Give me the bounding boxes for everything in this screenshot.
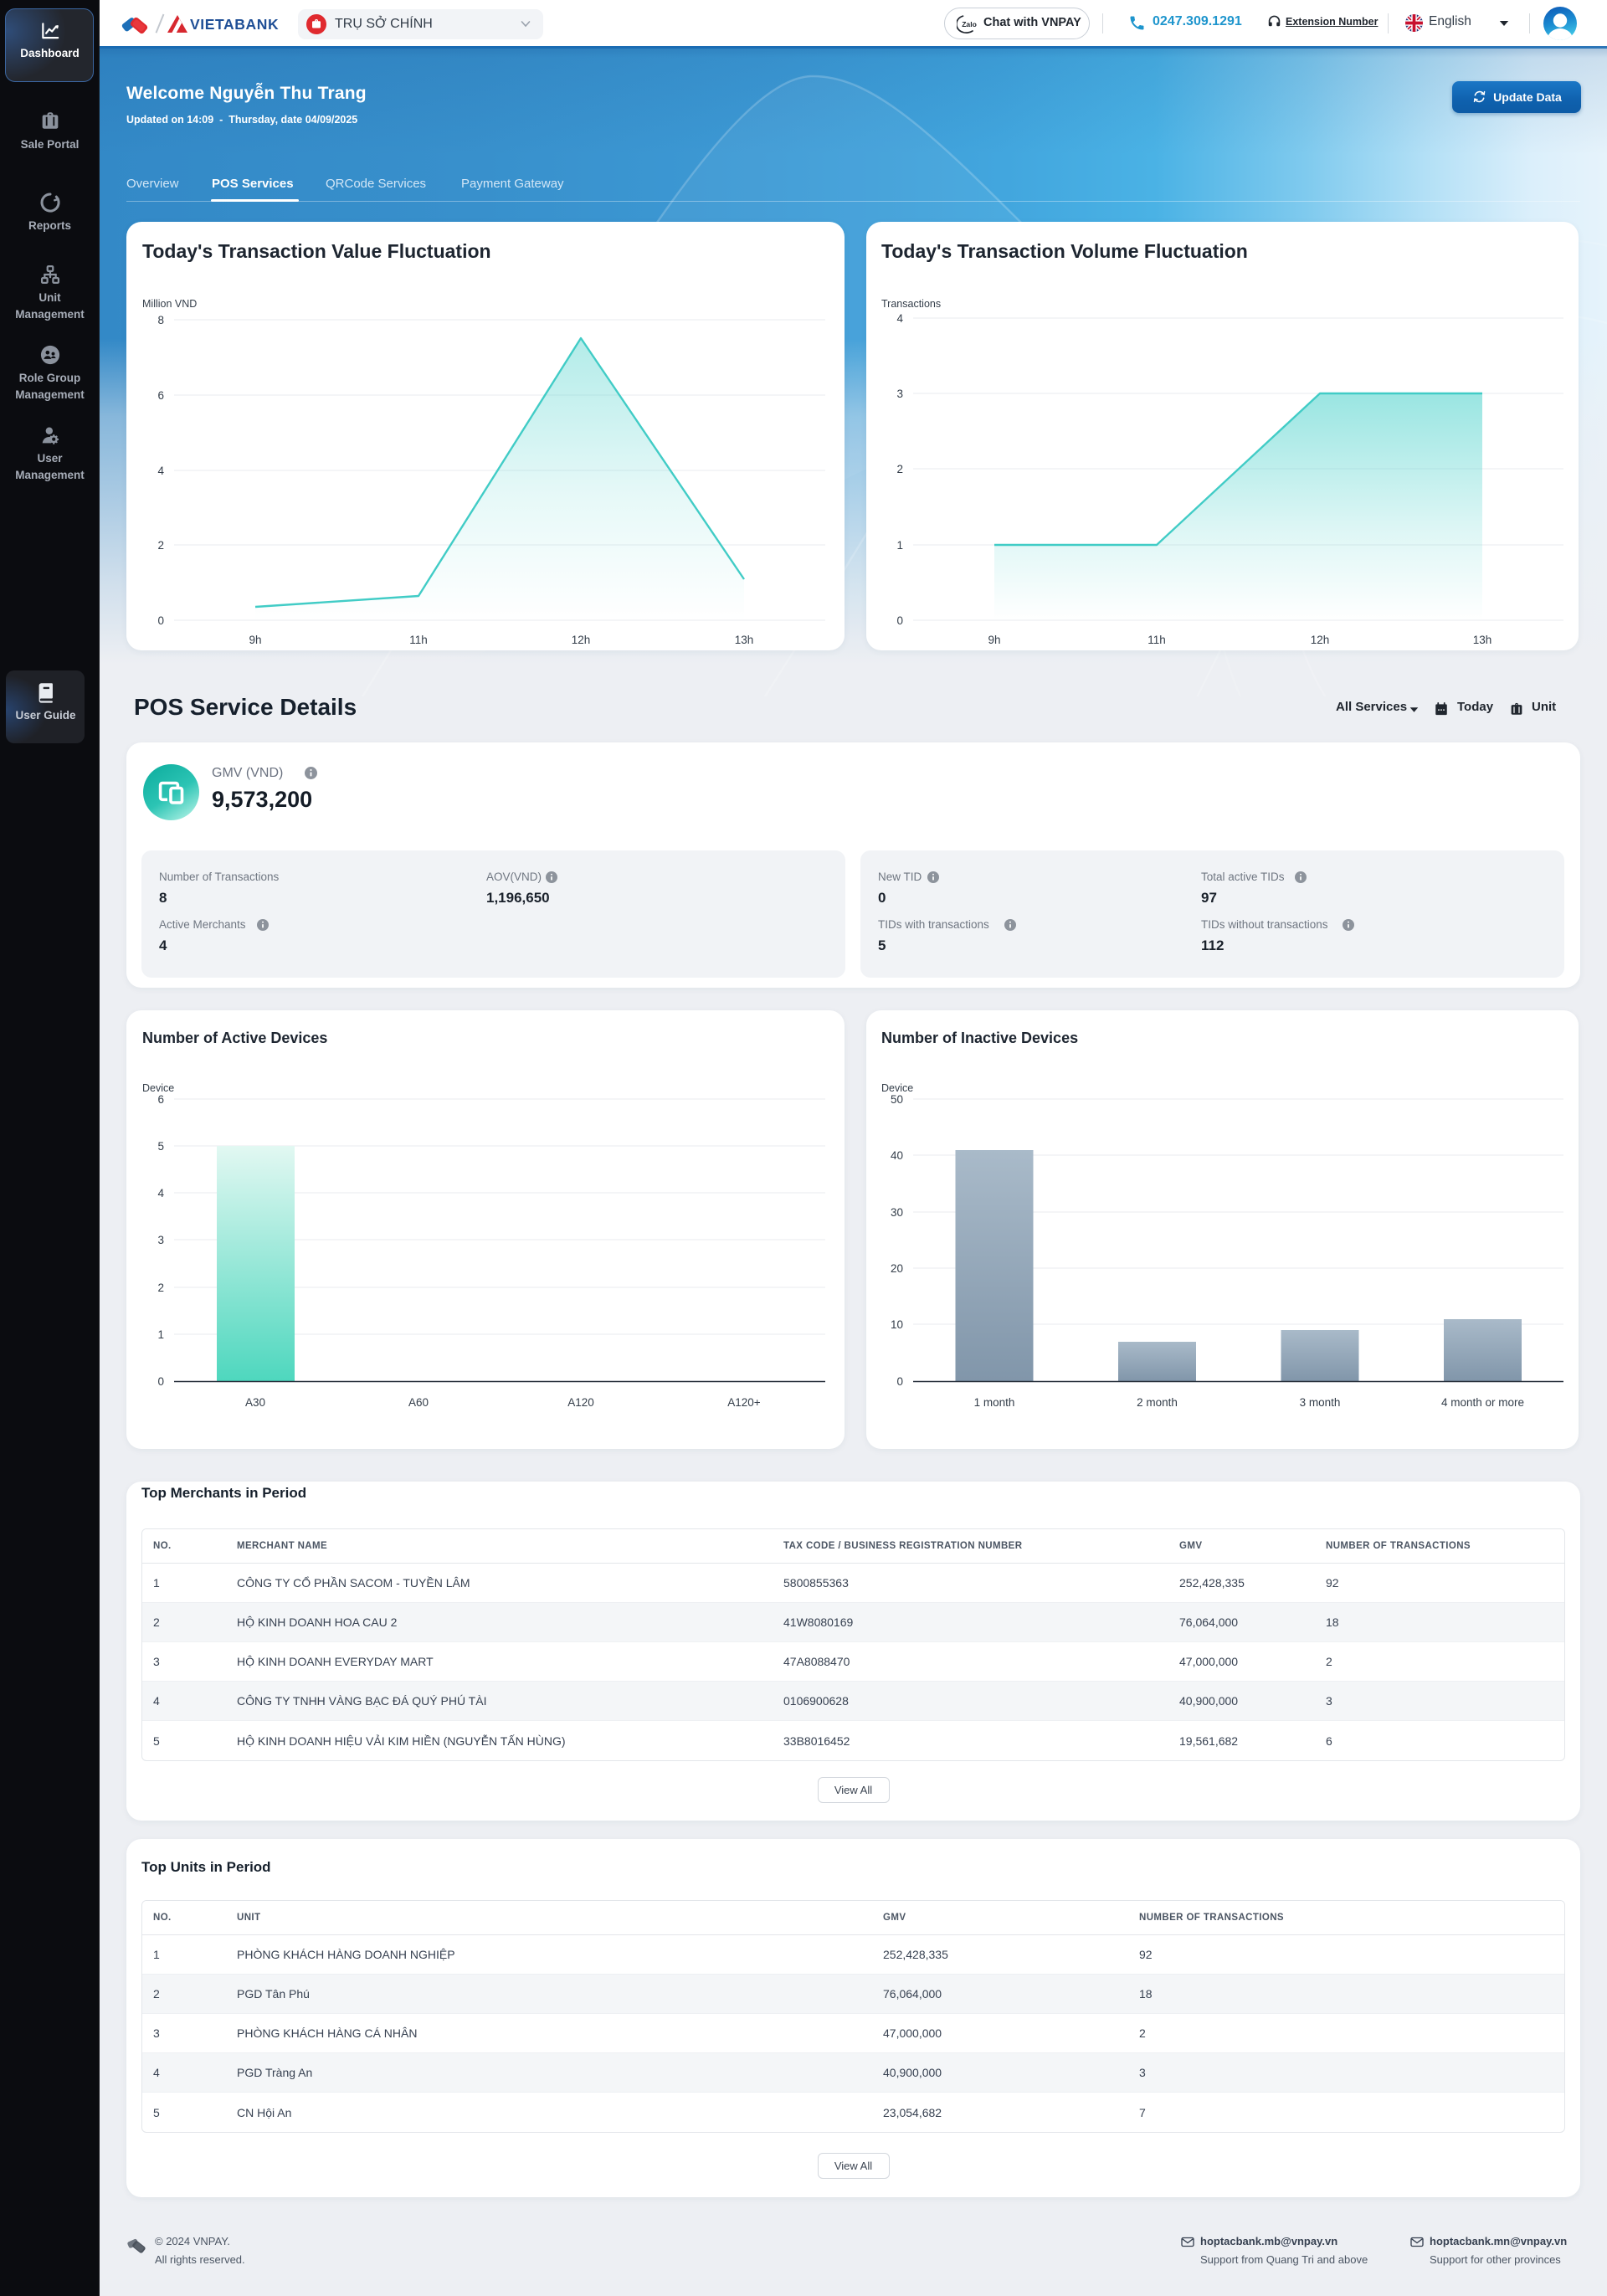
- svg-text:2: 2: [157, 539, 164, 552]
- svg-text:9h: 9h: [249, 634, 261, 646]
- svg-text:2 month: 2 month: [1137, 1396, 1178, 1409]
- svg-text:1: 1: [157, 1328, 164, 1341]
- svg-text:6: 6: [157, 389, 164, 402]
- svg-text:3: 3: [157, 1234, 164, 1246]
- svg-text:4: 4: [157, 1187, 164, 1199]
- svg-text:5: 5: [157, 1140, 164, 1153]
- svg-text:50: 50: [891, 1093, 903, 1106]
- svg-text:Transactions: Transactions: [881, 298, 941, 310]
- svg-text:3: 3: [896, 388, 903, 400]
- svg-text:12h: 12h: [1311, 634, 1330, 646]
- svg-text:30: 30: [891, 1206, 903, 1219]
- svg-text:10: 10: [891, 1318, 903, 1331]
- svg-text:4: 4: [896, 312, 903, 325]
- svg-text:Today's Transaction Value Fluc: Today's Transaction Value Fluctuation: [142, 240, 491, 262]
- svg-text:8: 8: [157, 314, 164, 326]
- svg-text:Number of Active Devices: Number of Active Devices: [142, 1030, 327, 1046]
- svg-text:0: 0: [157, 614, 164, 627]
- svg-text:A60: A60: [408, 1396, 429, 1409]
- svg-text:Zalo: Zalo: [962, 20, 977, 28]
- svg-text:0: 0: [896, 614, 903, 627]
- svg-text:13h: 13h: [735, 634, 754, 646]
- svg-text:1: 1: [896, 539, 903, 552]
- svg-text:Today's Transaction Volume Flu: Today's Transaction Volume Fluctuation: [881, 240, 1248, 262]
- svg-text:11h: 11h: [1147, 634, 1166, 646]
- svg-text:11h: 11h: [409, 634, 428, 646]
- svg-text:0: 0: [157, 1375, 164, 1388]
- svg-text:40: 40: [891, 1149, 903, 1162]
- svg-text:0: 0: [896, 1375, 903, 1388]
- svg-text:Number of Inactive Devices: Number of Inactive Devices: [881, 1030, 1078, 1046]
- svg-text:4: 4: [157, 465, 164, 477]
- svg-text:A120: A120: [567, 1396, 594, 1409]
- svg-text:A30: A30: [245, 1396, 265, 1409]
- svg-text:12h: 12h: [572, 634, 591, 646]
- svg-text:6: 6: [157, 1093, 164, 1106]
- svg-text:13h: 13h: [1473, 634, 1492, 646]
- svg-text:1 month: 1 month: [974, 1396, 1015, 1409]
- svg-text:20: 20: [891, 1262, 903, 1275]
- svg-text:Device: Device: [142, 1082, 174, 1094]
- svg-text:9h: 9h: [988, 634, 1000, 646]
- svg-text:2: 2: [896, 463, 903, 475]
- svg-text:4 month or more: 4 month or more: [1441, 1396, 1524, 1409]
- svg-text:Million VND: Million VND: [142, 298, 197, 310]
- svg-text:Device: Device: [881, 1082, 913, 1094]
- svg-text:3 month: 3 month: [1300, 1396, 1341, 1409]
- svg-text:2: 2: [157, 1282, 164, 1294]
- svg-text:A120+: A120+: [727, 1396, 761, 1409]
